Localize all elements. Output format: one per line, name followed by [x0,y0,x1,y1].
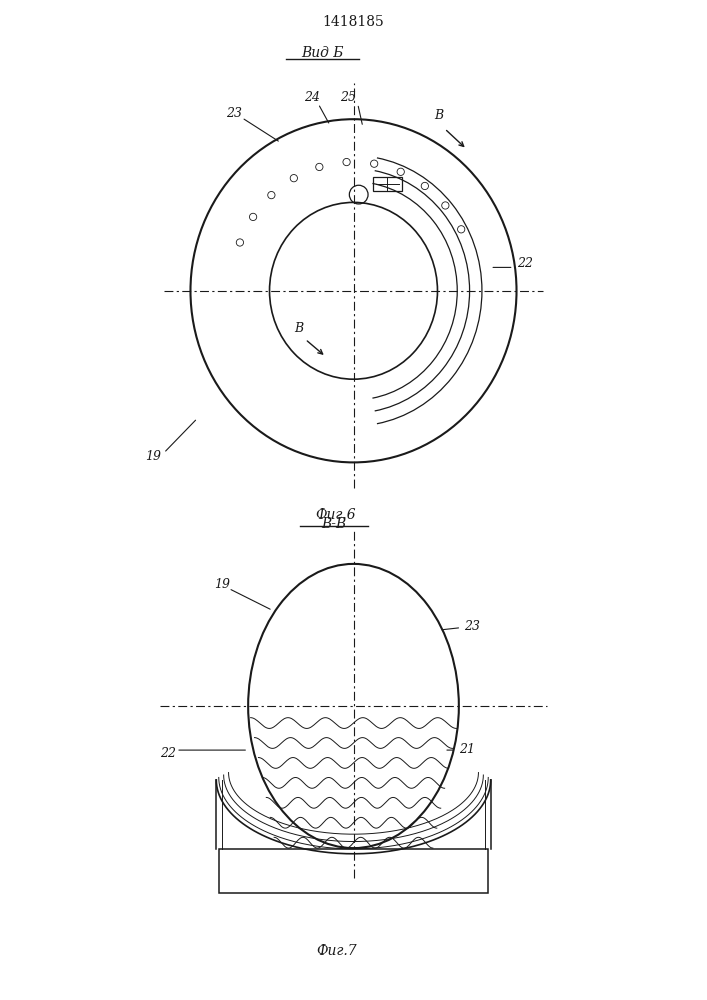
Text: В-В: В-В [321,517,346,531]
Text: В: В [293,322,303,335]
Text: В: В [434,109,443,122]
Text: 22: 22 [160,747,176,760]
Text: 1418185: 1418185 [322,15,385,29]
Text: Фиг.6: Фиг.6 [315,508,356,522]
Bar [373,177,402,191]
Text: Вид Б: Вид Б [301,46,344,60]
Text: 19: 19 [146,450,161,463]
Text: 22: 22 [518,257,533,270]
Text: 25: 25 [341,91,356,104]
Text: 21: 21 [459,743,475,756]
Text: 19: 19 [214,578,230,591]
Text: 24: 24 [304,91,320,104]
Bar [218,849,489,893]
Text: 23: 23 [226,107,242,120]
Text: Фиг.7: Фиг.7 [316,944,356,958]
Text: 23: 23 [464,620,480,633]
